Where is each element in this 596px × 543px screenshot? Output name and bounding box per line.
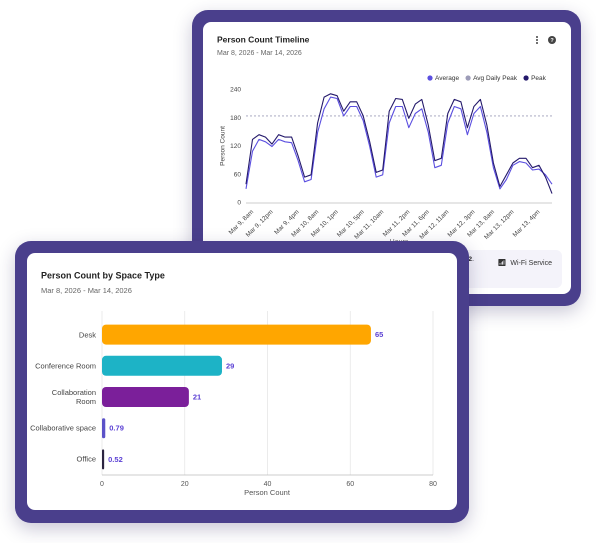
legend-label: Peak	[531, 75, 547, 82]
line-chart: Person Count Timeline Mar 8, 2026 - Mar …	[217, 34, 556, 246]
bar-chart: Person Count by Space Type Mar 8, 2026 -…	[41, 270, 437, 497]
line-series	[245, 93, 553, 194]
bar	[102, 449, 105, 470]
category-label: Collaborative space	[30, 423, 96, 433]
legend-swatch	[427, 75, 433, 81]
chart-subtitle: Mar 8, 2026 - Mar 14, 2026	[217, 50, 302, 57]
x-tick-label: 0	[100, 481, 104, 488]
value-label: 0.79	[109, 424, 124, 433]
chart-subtitle: Mar 8, 2026 - Mar 14, 2026	[41, 286, 132, 295]
value-label: 21	[193, 392, 201, 401]
category-label: Desk	[78, 330, 96, 340]
line-series	[245, 96, 553, 190]
x-tick-label: 80	[429, 481, 437, 488]
value-label: 29	[226, 361, 234, 370]
y-tick-label: 240	[230, 87, 241, 94]
value-label: 0.52	[108, 455, 123, 464]
y-tick-label: 60	[234, 171, 242, 178]
chart-title: Person Count by Space Type	[41, 270, 165, 280]
y-tick-label: 0	[237, 200, 241, 207]
legend-swatch	[523, 75, 529, 81]
chart-title: Person Count Timeline	[217, 34, 310, 44]
svg-text:?: ?	[550, 38, 554, 44]
bar	[102, 324, 371, 345]
bar	[102, 387, 189, 407]
x-tick-label: 60	[346, 481, 354, 488]
bar	[102, 418, 106, 439]
source-text: Wi-Fi Service	[510, 260, 552, 267]
legend-label: Average	[435, 75, 459, 82]
space-type-card: Person Count by Space Type Mar 8, 2026 -…	[27, 253, 457, 510]
legend-label: Avg Daily Peak	[473, 75, 518, 82]
x-tick-label: Mar 13, 4pm	[512, 209, 542, 239]
x-tick-label: 40	[264, 481, 272, 488]
y-axis-label: Person Count	[220, 126, 227, 166]
value-label: 65	[375, 330, 383, 339]
category-label: Collaboration Room	[51, 388, 96, 406]
bar	[102, 355, 222, 376]
legend-swatch	[465, 75, 471, 81]
help-icon[interactable]: ?	[548, 36, 556, 44]
source: 📶︎ Wi-Fi Service	[497, 260, 552, 267]
menu-icon[interactable]	[536, 36, 538, 44]
category-label: Office	[76, 454, 96, 464]
y-tick-label: 180	[230, 115, 241, 122]
category-label: Conference Room	[35, 361, 96, 371]
x-tick-label: 20	[181, 481, 189, 488]
x-axis-label: Person Count	[244, 488, 291, 497]
y-tick-label: 120	[230, 143, 241, 150]
